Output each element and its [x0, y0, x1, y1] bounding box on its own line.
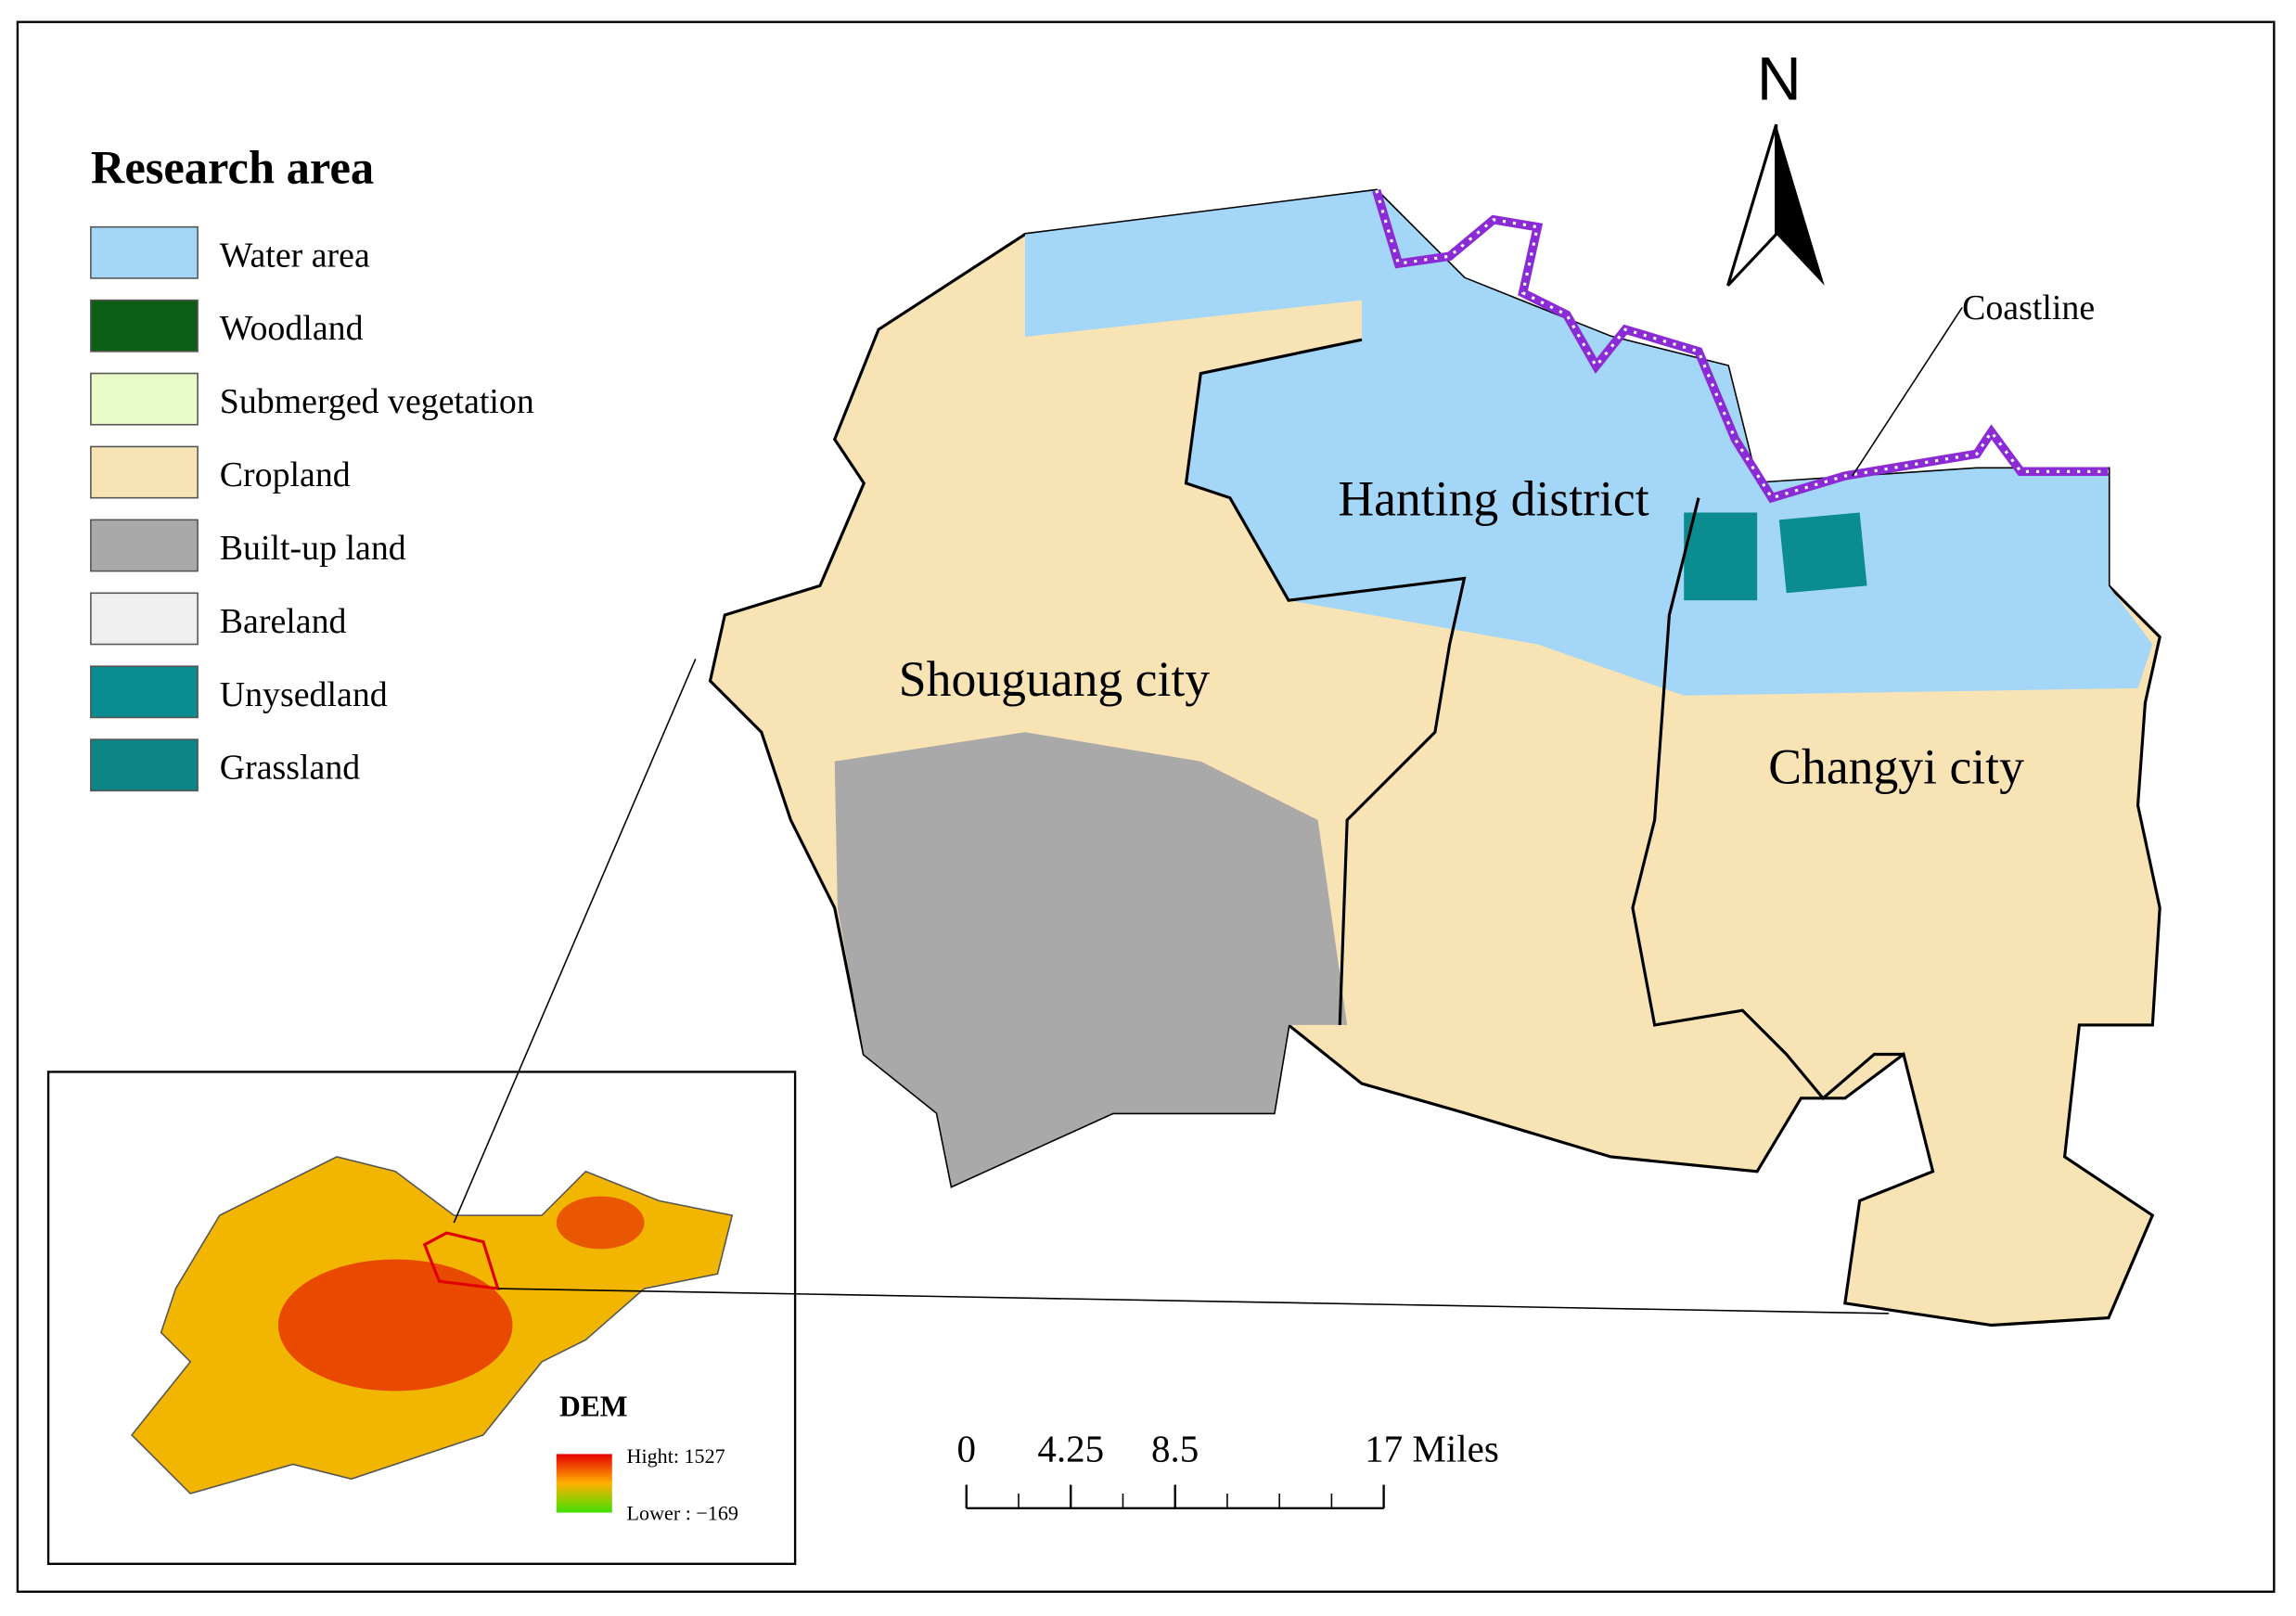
- dem-high: [556, 1196, 645, 1250]
- unused-zone: [1778, 512, 1867, 594]
- coastline-label: Coastline: [1962, 289, 2095, 327]
- legend-swatch: [90, 445, 199, 499]
- north-arrow: [1776, 124, 1825, 286]
- dem-high: [277, 1259, 513, 1392]
- region-label: Shouguang city: [899, 651, 1210, 707]
- coastline-line: [1375, 189, 2109, 500]
- north-label: N: [1757, 45, 1802, 113]
- legend-label: Bareland: [220, 602, 347, 641]
- scale-label: 8.5: [1151, 1427, 1199, 1469]
- leader-line: [1852, 307, 1963, 477]
- inset-title: DEM: [559, 1390, 628, 1422]
- district-boundary: [1184, 338, 1467, 1025]
- legend-title: Research area: [91, 141, 374, 193]
- legend-label: Water area: [220, 236, 370, 275]
- district-boundary: [1631, 497, 1904, 1101]
- scale-label: 0: [957, 1427, 977, 1469]
- scale-label: 4.25: [1037, 1427, 1104, 1469]
- legend-label: Grassland: [220, 749, 361, 788]
- legend-label: Built-up land: [220, 529, 406, 568]
- zoom-line: [497, 1288, 1890, 1315]
- legend-swatch: [90, 738, 199, 792]
- dem-high-label: Hight: 1527: [627, 1444, 725, 1468]
- region-label: Hanting district: [1338, 471, 1648, 527]
- built-up-zone: [834, 732, 1348, 1186]
- region-label: Changyi city: [1768, 738, 2024, 794]
- legend-swatch: [90, 592, 199, 646]
- legend-swatch: [90, 225, 199, 279]
- frame: [16, 20, 2276, 1593]
- legend-swatch: [90, 665, 199, 719]
- north-arrow: [1726, 123, 1778, 287]
- scale-label: 17 Miles: [1365, 1427, 1499, 1469]
- legend-swatch: [90, 372, 199, 426]
- zoom-line: [453, 659, 697, 1224]
- legend-swatch: [90, 519, 199, 572]
- dem-ramp: [556, 1454, 612, 1513]
- legend-label: Woodland: [220, 309, 364, 348]
- legend-label: Submerged vegetation: [220, 382, 534, 421]
- legend-swatch: [90, 299, 199, 353]
- study-area-inset: [422, 1231, 500, 1290]
- water-zone: [1024, 190, 2153, 696]
- legend-label: Cropland: [220, 455, 351, 494]
- unused-zone: [1684, 512, 1758, 601]
- legend-label: Unysedland: [220, 675, 388, 714]
- dem-low-label: Lower : −169: [627, 1501, 738, 1524]
